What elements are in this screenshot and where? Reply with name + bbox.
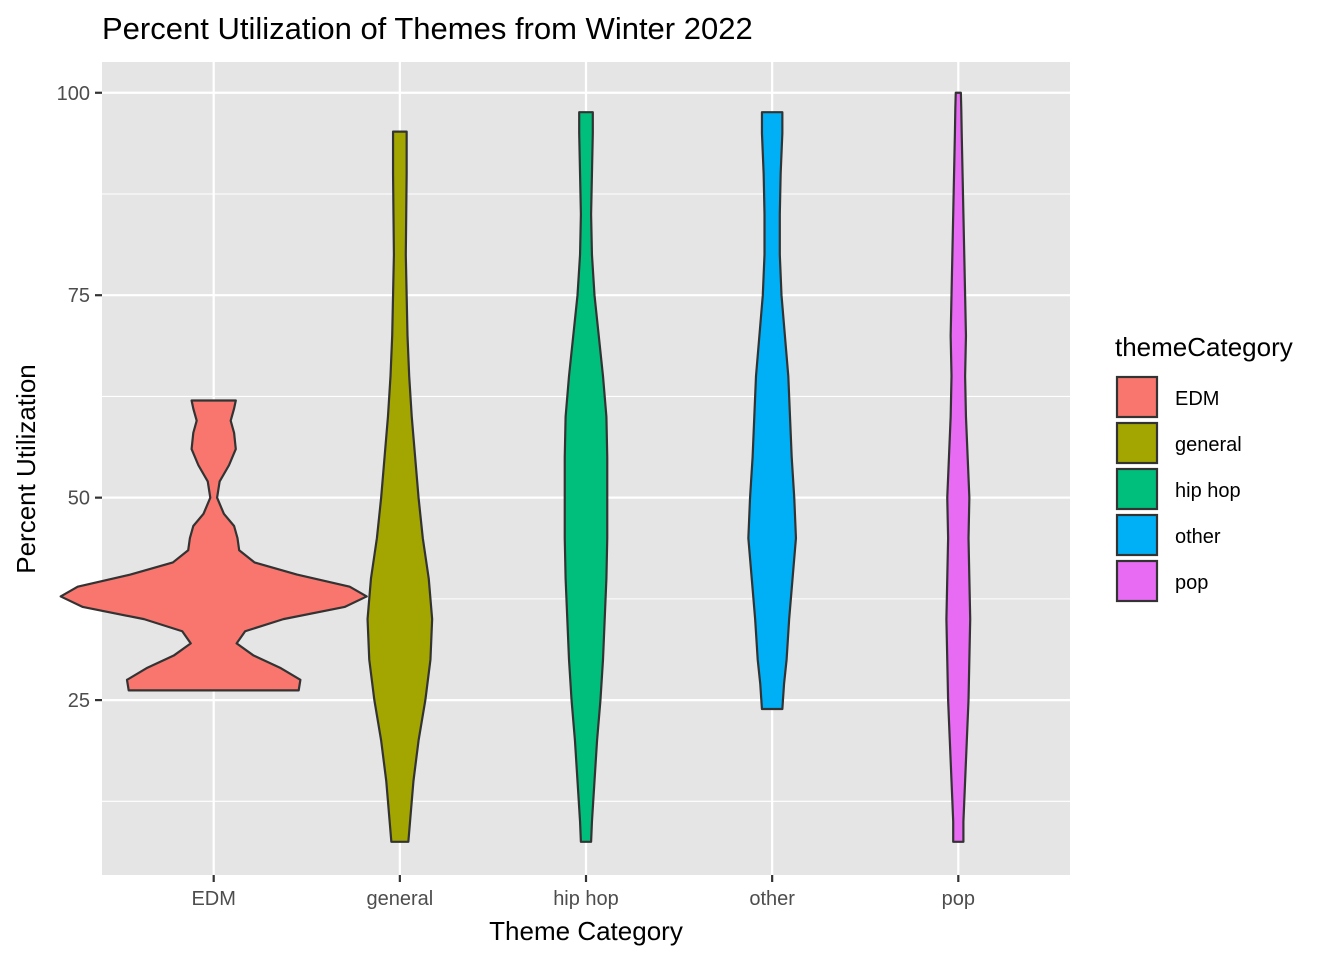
y-tick-label: 100 xyxy=(57,83,90,105)
x-tick-label: pop xyxy=(942,888,975,910)
legend-swatch xyxy=(1115,513,1159,557)
violin-general xyxy=(366,130,434,843)
legend: themeCategory EDM general hip hop other pop xyxy=(1115,332,1293,603)
x-axis: EDM general hip hop other pop xyxy=(191,875,975,910)
violin-other xyxy=(747,111,798,711)
legend-label: hip hop xyxy=(1175,480,1241,502)
y-tick-label: 50 xyxy=(68,488,90,510)
y-axis: 25 50 75 100 xyxy=(57,83,102,712)
chart-title: Percent Utilization of Themes from Winte… xyxy=(102,11,753,46)
y-tick-label: 25 xyxy=(68,690,90,712)
legend-label: other xyxy=(1175,526,1221,548)
y-axis-title: Percent Utilization xyxy=(11,364,41,574)
legend-title: themeCategory xyxy=(1115,332,1293,362)
legend-swatch xyxy=(1115,421,1159,465)
x-axis-title: Theme Category xyxy=(489,916,683,946)
violin-edm xyxy=(59,399,368,692)
y-tick-label: 75 xyxy=(68,285,90,307)
x-tick-label: EDM xyxy=(191,888,235,910)
legend-label: EDM xyxy=(1175,388,1219,410)
violin-hip-hop xyxy=(563,111,609,843)
legend-label: general xyxy=(1175,434,1242,456)
x-tick-label: general xyxy=(366,888,433,910)
legend-swatch xyxy=(1115,375,1159,419)
x-tick-label: hip hop xyxy=(553,888,619,910)
violin-group xyxy=(59,91,972,843)
legend-label: pop xyxy=(1175,572,1208,594)
legend-swatch xyxy=(1115,559,1159,603)
x-tick-label: other xyxy=(749,888,795,910)
legend-swatch xyxy=(1115,467,1159,511)
violin-pop xyxy=(945,91,972,843)
